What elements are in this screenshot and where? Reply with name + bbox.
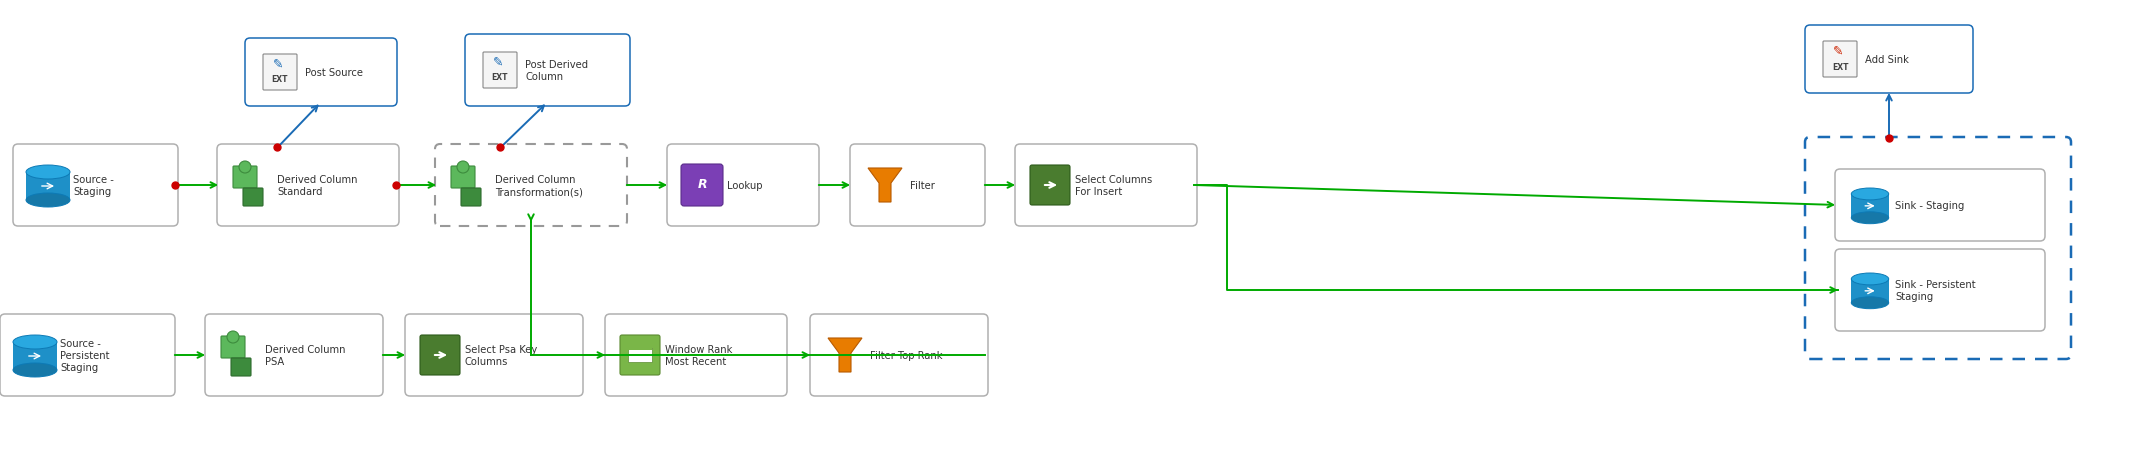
FancyBboxPatch shape (1824, 42, 1858, 78)
FancyBboxPatch shape (851, 145, 986, 227)
FancyBboxPatch shape (0, 314, 176, 396)
Text: Post Derived
Column: Post Derived Column (525, 60, 587, 82)
FancyBboxPatch shape (206, 314, 384, 396)
FancyBboxPatch shape (26, 173, 71, 200)
Ellipse shape (13, 363, 58, 377)
FancyBboxPatch shape (216, 145, 399, 227)
FancyBboxPatch shape (1834, 169, 2044, 241)
FancyBboxPatch shape (628, 348, 651, 362)
FancyBboxPatch shape (221, 336, 244, 358)
Text: ✎: ✎ (272, 58, 283, 70)
FancyBboxPatch shape (13, 342, 58, 370)
FancyBboxPatch shape (1852, 279, 1888, 303)
FancyBboxPatch shape (619, 335, 660, 375)
Text: Window Rank
Most Recent: Window Rank Most Recent (664, 344, 733, 367)
Text: Filter: Filter (911, 180, 934, 190)
Polygon shape (827, 338, 861, 372)
FancyBboxPatch shape (405, 314, 583, 396)
Text: Source -
Staging: Source - Staging (73, 174, 114, 197)
Text: Select Psa Key
Columns: Select Psa Key Columns (465, 344, 538, 367)
Ellipse shape (1852, 297, 1888, 309)
FancyBboxPatch shape (1834, 249, 2044, 331)
Text: Lookup: Lookup (726, 180, 763, 190)
FancyBboxPatch shape (1852, 195, 1888, 218)
Text: Derived Column
PSA: Derived Column PSA (266, 344, 345, 367)
FancyBboxPatch shape (604, 314, 786, 396)
FancyBboxPatch shape (234, 167, 257, 188)
Text: Sink - Persistent
Staging: Sink - Persistent Staging (1894, 279, 1976, 302)
FancyBboxPatch shape (231, 358, 251, 376)
FancyBboxPatch shape (1804, 26, 1974, 94)
FancyBboxPatch shape (681, 165, 722, 207)
FancyBboxPatch shape (420, 335, 461, 375)
Ellipse shape (26, 194, 71, 208)
FancyBboxPatch shape (244, 39, 396, 107)
Text: EXT: EXT (272, 75, 289, 84)
Text: Add Sink: Add Sink (1864, 55, 1909, 65)
FancyBboxPatch shape (666, 145, 819, 227)
Text: Derived Column
Standard: Derived Column Standard (276, 174, 358, 197)
Text: EXT: EXT (491, 73, 508, 82)
FancyBboxPatch shape (435, 145, 628, 227)
FancyBboxPatch shape (1031, 166, 1069, 206)
Circle shape (456, 162, 469, 174)
FancyBboxPatch shape (242, 188, 264, 207)
Text: R: R (699, 178, 707, 191)
FancyBboxPatch shape (264, 55, 298, 91)
Ellipse shape (26, 166, 71, 179)
Text: ✎: ✎ (1832, 44, 1843, 58)
Text: Select Columns
For Insert: Select Columns For Insert (1076, 174, 1153, 197)
Text: ✎: ✎ (493, 55, 504, 69)
FancyBboxPatch shape (628, 343, 651, 350)
FancyBboxPatch shape (13, 145, 178, 227)
Text: Filter Top Rank: Filter Top Rank (870, 350, 943, 360)
FancyBboxPatch shape (461, 188, 480, 207)
Ellipse shape (1852, 188, 1888, 200)
Circle shape (240, 162, 251, 174)
Text: Post Source: Post Source (304, 68, 362, 78)
Circle shape (227, 331, 240, 343)
FancyBboxPatch shape (465, 35, 630, 107)
Ellipse shape (1852, 273, 1888, 285)
Text: Source -
Persistent
Staging: Source - Persistent Staging (60, 338, 109, 373)
FancyBboxPatch shape (482, 53, 516, 89)
Text: Derived Column
Transformation(s): Derived Column Transformation(s) (495, 174, 583, 197)
FancyBboxPatch shape (810, 314, 988, 396)
Ellipse shape (1852, 212, 1888, 224)
Ellipse shape (13, 335, 58, 349)
Text: EXT: EXT (1832, 62, 1847, 71)
FancyBboxPatch shape (450, 167, 476, 188)
Text: Sink - Staging: Sink - Staging (1894, 200, 1965, 210)
FancyBboxPatch shape (1016, 145, 1198, 227)
Polygon shape (868, 169, 902, 203)
